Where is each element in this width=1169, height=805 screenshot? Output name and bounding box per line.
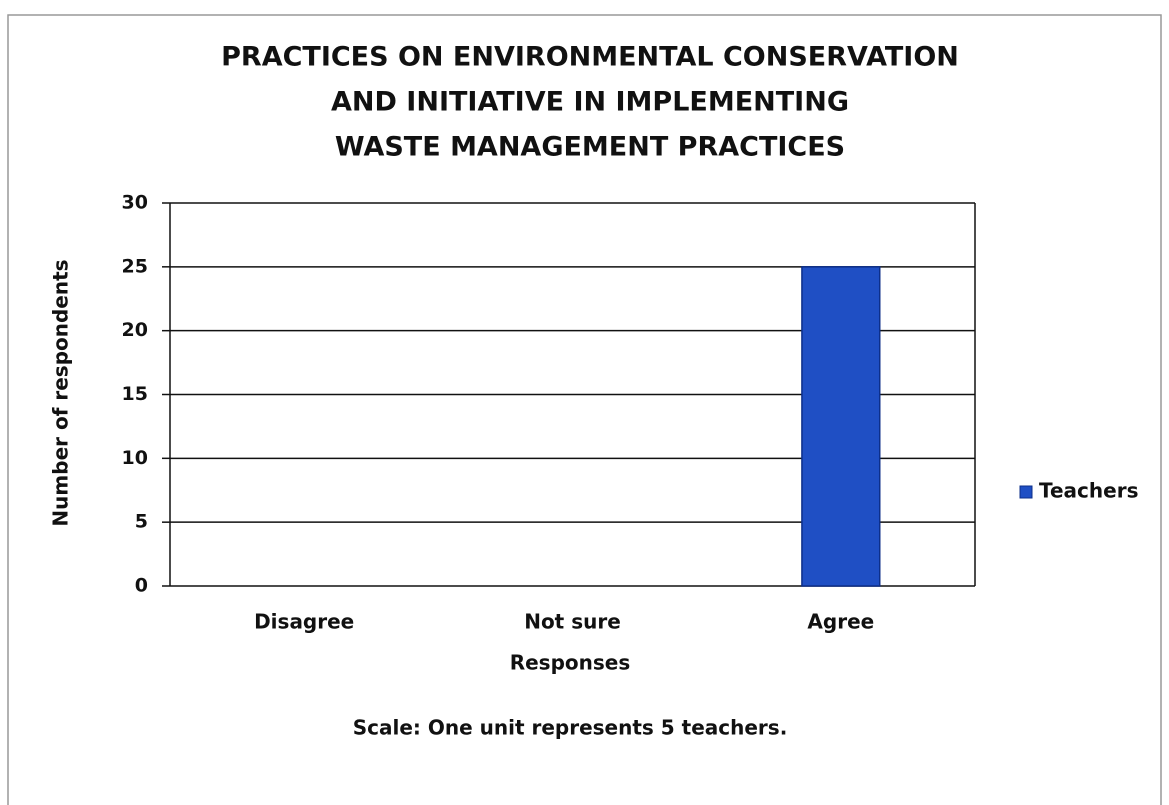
legend-label: Teachers <box>1039 479 1138 503</box>
x-tick-label: Agree <box>807 610 874 634</box>
chart-title: AND INITIATIVE IN IMPLEMENTING <box>331 87 849 118</box>
y-tick-label: 30 <box>122 192 148 214</box>
x-axis-label: Responses <box>510 651 631 675</box>
chart-title: WASTE MANAGEMENT PRACTICES <box>335 132 845 163</box>
chart-title: PRACTICES ON ENVIRONMENTAL CONSERVATION <box>221 42 959 73</box>
x-tick-label: Not sure <box>524 610 621 634</box>
x-tick-label: Disagree <box>254 610 354 634</box>
y-tick-label: 20 <box>122 319 148 341</box>
y-tick-label: 25 <box>122 255 148 277</box>
legend-swatch <box>1019 485 1033 499</box>
bar <box>801 266 881 587</box>
y-tick-label: 0 <box>135 575 148 597</box>
y-tick-label: 15 <box>122 383 148 405</box>
y-tick-label: 10 <box>122 447 148 469</box>
annotation: Scale: One unit represents 5 teachers. <box>353 716 788 740</box>
y-axis-label: Number of respondents <box>49 259 73 526</box>
frame <box>7 14 1162 805</box>
y-tick-label: 5 <box>135 511 148 533</box>
